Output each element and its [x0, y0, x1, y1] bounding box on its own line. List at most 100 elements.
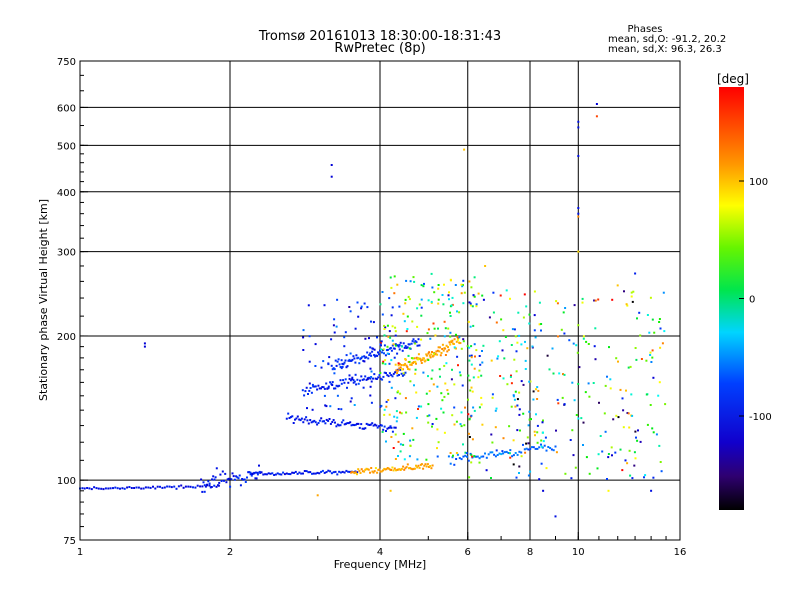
data-point [88, 487, 91, 490]
data-point [416, 344, 419, 347]
data-point [393, 426, 396, 429]
data-point [548, 368, 551, 371]
data-point [325, 405, 328, 408]
data-point [626, 304, 629, 307]
data-point [606, 375, 608, 378]
data-point [466, 345, 469, 348]
data-point [594, 299, 597, 302]
data-point [594, 327, 597, 330]
data-point [410, 342, 413, 345]
colorbar-tick-label: -100 [749, 412, 772, 423]
data-point [379, 303, 382, 306]
data-point [313, 419, 316, 422]
data-point [345, 354, 348, 357]
data-point [133, 487, 136, 489]
data-point [540, 323, 543, 325]
data-point [427, 299, 430, 302]
data-point [518, 408, 521, 411]
data-point [370, 320, 372, 323]
data-point [369, 352, 372, 355]
data-point [443, 320, 446, 323]
data-point [316, 494, 319, 497]
data-point [394, 397, 397, 400]
data-point [223, 479, 225, 482]
data-point [577, 126, 580, 129]
data-point [451, 296, 454, 299]
data-point [213, 484, 216, 487]
data-point [368, 376, 371, 379]
data-point [498, 452, 501, 455]
data-point [447, 392, 450, 395]
data-point [410, 357, 413, 360]
data-point [369, 377, 372, 380]
data-point [378, 374, 381, 377]
data-point [372, 321, 375, 324]
data-point [540, 462, 543, 465]
data-point [473, 367, 476, 370]
data-point [453, 423, 456, 426]
data-point [402, 372, 405, 375]
data-point [376, 336, 378, 339]
data-point [524, 451, 527, 454]
data-point [510, 405, 513, 408]
data-point [577, 207, 580, 209]
data-point [584, 391, 587, 394]
data-point [471, 390, 474, 393]
data-point [658, 321, 661, 323]
data-point [383, 324, 386, 327]
data-point [100, 487, 103, 490]
data-point [513, 398, 516, 401]
data-point [426, 415, 429, 418]
data-point [398, 374, 400, 376]
data-point [431, 286, 434, 289]
data-point [300, 472, 303, 475]
data-point [291, 471, 294, 474]
data-point [444, 347, 447, 350]
data-point [395, 420, 398, 423]
data-point [624, 459, 627, 462]
data-point [424, 463, 427, 466]
data-point [412, 361, 415, 364]
data-point [534, 434, 536, 437]
data-point [492, 291, 495, 294]
data-point [593, 345, 596, 348]
data-point [604, 384, 607, 387]
data-point [318, 387, 321, 390]
data-point [356, 422, 359, 425]
data-point [455, 347, 457, 350]
data-point [212, 475, 215, 478]
data-point [381, 351, 383, 354]
data-point [370, 401, 373, 404]
data-point [409, 280, 412, 283]
data-point [651, 349, 654, 352]
data-point [416, 466, 419, 469]
data-point [481, 294, 484, 297]
data-point [394, 426, 397, 429]
data-point [542, 419, 544, 422]
data-point [307, 422, 310, 425]
data-point [265, 473, 268, 476]
data-point [387, 399, 390, 401]
data-point [470, 354, 473, 357]
data-point [332, 471, 335, 474]
data-point [384, 468, 387, 471]
data-point [477, 376, 480, 379]
x-tick-label: 4 [377, 547, 383, 558]
data-point [568, 339, 571, 342]
data-point [331, 421, 334, 423]
data-point [112, 487, 114, 490]
data-point [347, 422, 350, 425]
data-point [147, 486, 150, 489]
data-point [526, 347, 529, 350]
data-point [403, 346, 406, 349]
data-point [303, 470, 306, 472]
data-point [414, 342, 417, 345]
data-point [438, 350, 441, 353]
data-point [280, 473, 283, 476]
data-point [260, 471, 263, 474]
data-point [405, 411, 408, 414]
data-point [527, 442, 530, 445]
data-point [306, 419, 309, 422]
data-point [587, 382, 590, 385]
data-point [380, 424, 383, 427]
